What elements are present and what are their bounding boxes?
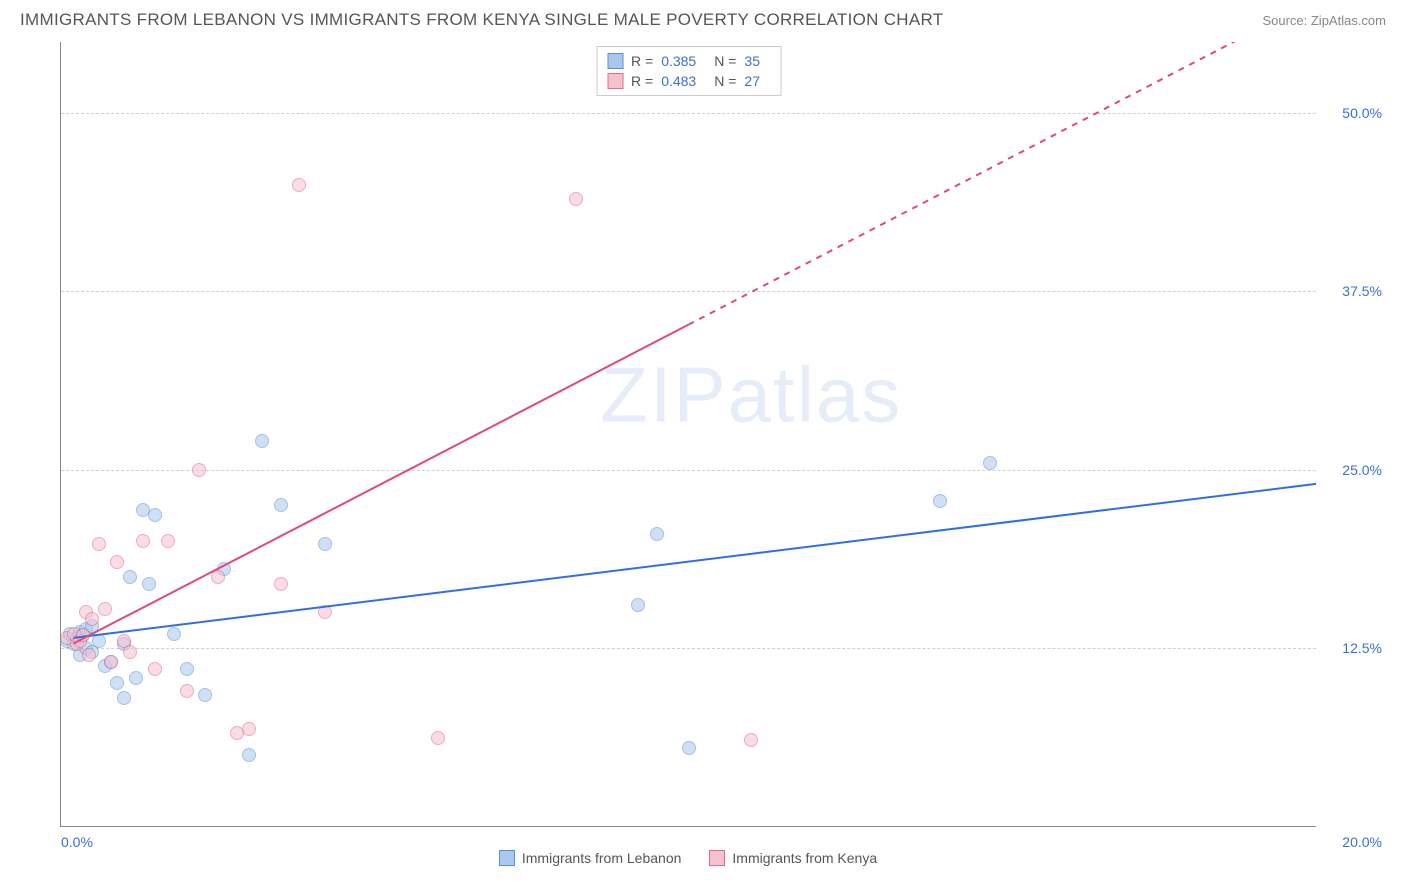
data-point (255, 434, 269, 448)
legend-swatch (607, 73, 623, 89)
data-point (148, 508, 162, 522)
data-point (148, 662, 162, 676)
data-point (123, 570, 137, 584)
data-point (318, 537, 332, 551)
legend-row: R =0.385N =35 (607, 51, 770, 71)
data-point (192, 463, 206, 477)
data-point (744, 733, 758, 747)
data-point (92, 537, 106, 551)
data-point (117, 691, 131, 705)
data-point (650, 527, 664, 541)
data-point (85, 612, 99, 626)
data-point (76, 628, 90, 642)
legend-swatch (607, 53, 623, 69)
legend-label: Immigrants from Kenya (732, 850, 877, 866)
data-point (129, 671, 143, 685)
data-point (631, 598, 645, 612)
data-point (292, 178, 306, 192)
trend-lines (61, 42, 1316, 826)
data-point (161, 534, 175, 548)
legend-item: Immigrants from Lebanon (499, 850, 682, 866)
data-point (198, 688, 212, 702)
watermark: ZIPatlas (600, 349, 902, 440)
data-point (180, 684, 194, 698)
data-point (82, 648, 96, 662)
data-point (92, 634, 106, 648)
data-point (242, 748, 256, 762)
data-point (274, 577, 288, 591)
correlation-legend: R =0.385N =35R =0.483N =27 (596, 46, 781, 96)
data-point (167, 627, 181, 641)
series-legend: Immigrants from Lebanon Immigrants from K… (60, 844, 1316, 872)
data-point (123, 645, 137, 659)
data-point (110, 676, 124, 690)
legend-row: R =0.483N =27 (607, 71, 770, 91)
chart-title: IMMIGRANTS FROM LEBANON VS IMMIGRANTS FR… (20, 10, 943, 30)
source-attribution: Source: ZipAtlas.com (1262, 13, 1386, 28)
legend-swatch (499, 850, 515, 866)
data-point (211, 570, 225, 584)
data-point (682, 741, 696, 755)
gridline (61, 470, 1316, 471)
y-tick-label: 37.5% (1322, 283, 1382, 299)
data-point (983, 456, 997, 470)
legend-label: Immigrants from Lebanon (522, 850, 682, 866)
gridline (61, 113, 1316, 114)
data-point (136, 534, 150, 548)
data-point (933, 494, 947, 508)
data-point (242, 722, 256, 736)
gridline (61, 648, 1316, 649)
plot-area: ZIPatlas R =0.385N =35R =0.483N =27 0.0%… (60, 42, 1316, 827)
data-point (569, 192, 583, 206)
data-point (180, 662, 194, 676)
data-point (110, 555, 124, 569)
gridline (61, 291, 1316, 292)
data-point (104, 655, 118, 669)
legend-swatch (709, 850, 725, 866)
y-tick-label: 50.0% (1322, 105, 1382, 121)
chart-container: Single Male Poverty ZIPatlas R =0.385N =… (20, 42, 1386, 872)
legend-item: Immigrants from Kenya (709, 850, 877, 866)
y-tick-label: 12.5% (1322, 640, 1382, 656)
x-tick-max: 20.0% (1342, 834, 1382, 850)
data-point (142, 577, 156, 591)
data-point (274, 498, 288, 512)
y-tick-label: 25.0% (1322, 462, 1382, 478)
data-point (431, 731, 445, 745)
data-point (98, 602, 112, 616)
data-point (318, 605, 332, 619)
